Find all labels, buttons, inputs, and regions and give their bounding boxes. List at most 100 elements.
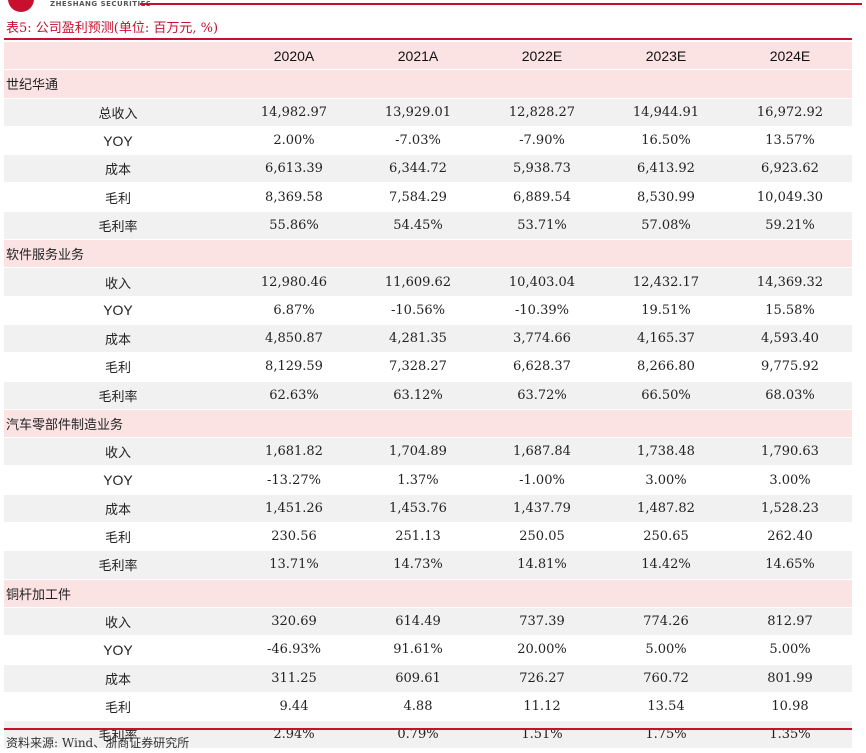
value-cell: 614.49 [356, 607, 480, 637]
value-cell: 57.08% [604, 211, 728, 241]
value-cell: 1,528.23 [728, 494, 852, 524]
value-cell: 3.00% [604, 465, 728, 495]
column-header: 2024E [728, 42, 852, 71]
section-title: 软件服务业务 [4, 239, 232, 269]
table-row: 收入 1,681.82 1,704.89 1,687.84 1,738.48 1,790.… [4, 437, 852, 467]
section-spacer-cell [232, 579, 356, 608]
header-corner [4, 42, 232, 71]
section-spacer-cell [480, 69, 604, 99]
section-spacer-cell [728, 69, 852, 99]
table-row: 毛利率 55.86% 54.45% 53.71% 57.08% 59.21% [4, 211, 852, 241]
brand-logo [8, 0, 34, 12]
metric-label: YOY [4, 296, 232, 325]
table-row: 总收入 14,982.97 13,929.01 12,828.27 14,944.91 1… [4, 98, 852, 127]
value-cell: 14.81% [480, 550, 604, 580]
metric-label: 毛利 [4, 692, 232, 722]
value-cell: -10.56% [356, 296, 480, 325]
value-cell: 0.79% [356, 720, 480, 750]
value-cell: 737.39 [480, 607, 604, 637]
metric-label: 收入 [4, 437, 232, 467]
value-cell: 1,437.79 [480, 494, 604, 524]
table-row: YOY 2.00% -7.03% -7.90% 16.50% 13.57% [4, 126, 852, 156]
section-spacer-cell [728, 239, 852, 269]
section-title: 世纪华通 [4, 69, 232, 99]
value-cell: 311.25 [232, 664, 356, 693]
value-cell: 4.88 [356, 692, 480, 722]
value-cell: 53.71% [480, 211, 604, 241]
value-cell: 774.26 [604, 607, 728, 637]
table-row: 毛利率 13.71% 14.73% 14.81% 14.42% 14.65% [4, 550, 852, 580]
report-header: ZHESHANG SECURITIES [0, 0, 866, 14]
value-cell: 19.51% [604, 296, 728, 325]
brand-name: ZHESHANG SECURITIES [50, 0, 152, 8]
value-cell: 812.97 [728, 607, 852, 637]
section-spacer-cell [356, 239, 480, 269]
metric-label: 总收入 [4, 98, 232, 127]
section-spacer-cell [604, 69, 728, 99]
value-cell: 54.45% [356, 211, 480, 241]
column-header: 2023E [604, 42, 728, 71]
value-cell: 9.44 [232, 692, 356, 722]
value-cell: 14.73% [356, 550, 480, 580]
value-cell: 250.05 [480, 522, 604, 552]
table-row: 收入 320.69 614.49 737.39 774.26 812.97 [4, 607, 852, 637]
value-cell: 6,613.39 [232, 154, 356, 184]
value-cell: 16,972.92 [728, 98, 852, 127]
value-cell: 320.69 [232, 607, 356, 637]
value-cell: 4,850.87 [232, 324, 356, 354]
section-spacer-cell [604, 409, 728, 439]
caption-divider [4, 38, 852, 40]
table-row: YOY -46.93% 91.61% 20.00% 5.00% 5.00% [4, 635, 852, 665]
table-row: 毛利 230.56 251.13 250.05 250.65 262.40 [4, 522, 852, 552]
value-cell: 6.87% [232, 296, 356, 325]
section-spacer-cell [232, 69, 356, 99]
value-cell: 6,344.72 [356, 154, 480, 184]
section-spacer-cell [356, 409, 480, 439]
section-spacer-cell [232, 239, 356, 269]
value-cell: 12,432.17 [604, 267, 728, 297]
section-spacer-cell [232, 409, 356, 439]
value-cell: 68.03% [728, 381, 852, 410]
table-row: 成本 1,451.26 1,453.76 1,437.79 1,487.82 1,528.… [4, 494, 852, 524]
value-cell: 10,049.30 [728, 182, 852, 212]
table-row: 毛利 9.44 4.88 11.12 13.54 10.98 [4, 692, 852, 722]
value-cell: 63.72% [480, 381, 604, 410]
metric-label: 收入 [4, 267, 232, 297]
header-row: 2020A 2021A 2022E 2023E 2024E [4, 42, 852, 71]
value-cell: 250.65 [604, 522, 728, 552]
value-cell: 9,775.92 [728, 352, 852, 382]
value-cell: 91.61% [356, 635, 480, 665]
value-cell: 1.51% [480, 720, 604, 750]
section-row: 铜杆加工件 [4, 579, 852, 608]
value-cell: 1.75% [604, 720, 728, 750]
value-cell: 8,530.99 [604, 182, 728, 212]
value-cell: 230.56 [232, 522, 356, 552]
value-cell: 13,929.01 [356, 98, 480, 127]
value-cell: 10,403.04 [480, 267, 604, 297]
value-cell: 1,687.84 [480, 437, 604, 467]
value-cell: 15.58% [728, 296, 852, 325]
value-cell: 10.98 [728, 692, 852, 722]
value-cell: -7.03% [356, 126, 480, 156]
value-cell: 760.72 [604, 664, 728, 693]
section-spacer-cell [728, 579, 852, 608]
value-cell: 12,828.27 [480, 98, 604, 127]
footer-divider [4, 728, 852, 730]
metric-label: YOY [4, 126, 232, 156]
section-spacer-cell [604, 239, 728, 269]
value-cell: 12,980.46 [232, 267, 356, 297]
table-row: YOY 6.87% -10.56% -10.39% 19.51% 15.58% [4, 296, 852, 325]
table-row: 毛利率 62.63% 63.12% 63.72% 66.50% 68.03% [4, 381, 852, 410]
metric-label: 成本 [4, 494, 232, 524]
table-row: 成本 4,850.87 4,281.35 3,774.66 4,165.37 4,593.… [4, 324, 852, 354]
value-cell: 14.42% [604, 550, 728, 580]
value-cell: 8,369.58 [232, 182, 356, 212]
value-cell: 8,129.59 [232, 352, 356, 382]
table-row: 收入 12,980.46 11,609.62 10,403.04 12,432.17 14… [4, 267, 852, 297]
table-caption: 表5: 公司盈利预测(单位: 百万元, %) [6, 21, 219, 36]
metric-label: 成本 [4, 664, 232, 693]
value-cell: -13.27% [232, 465, 356, 495]
table-row: YOY -13.27% 1.37% -1.00% 3.00% 3.00% [4, 465, 852, 495]
value-cell: 7,584.29 [356, 182, 480, 212]
value-cell: 6,413.92 [604, 154, 728, 184]
